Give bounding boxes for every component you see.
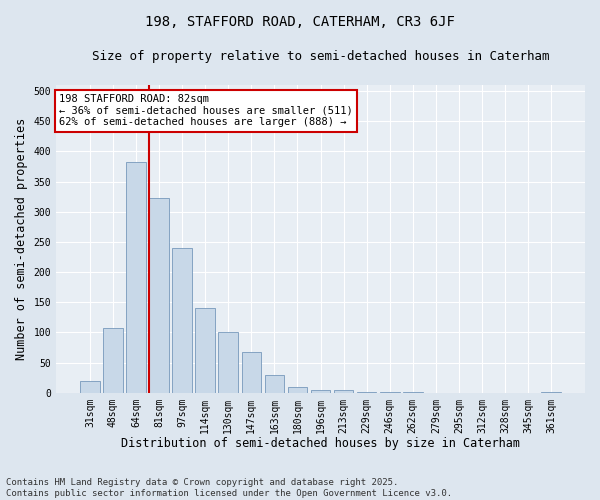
Text: 198, STAFFORD ROAD, CATERHAM, CR3 6JF: 198, STAFFORD ROAD, CATERHAM, CR3 6JF (145, 15, 455, 29)
Bar (172, 248, 192, 392)
Bar (242, 352, 261, 393)
Text: Contains HM Land Registry data © Crown copyright and database right 2025.
Contai: Contains HM Land Registry data © Crown c… (6, 478, 452, 498)
Y-axis label: Number of semi-detached properties: Number of semi-detached properties (15, 118, 28, 360)
Bar (334, 390, 353, 392)
Bar (149, 198, 169, 392)
Bar (265, 374, 284, 392)
Title: Size of property relative to semi-detached houses in Caterham: Size of property relative to semi-detach… (92, 50, 549, 63)
Bar (126, 162, 146, 392)
Bar (287, 388, 307, 392)
Bar (80, 380, 100, 392)
Bar (311, 390, 331, 392)
Bar (103, 328, 123, 392)
Text: 198 STAFFORD ROAD: 82sqm
← 36% of semi-detached houses are smaller (511)
62% of : 198 STAFFORD ROAD: 82sqm ← 36% of semi-d… (59, 94, 352, 128)
X-axis label: Distribution of semi-detached houses by size in Caterham: Distribution of semi-detached houses by … (121, 437, 520, 450)
Bar (196, 308, 215, 392)
Bar (218, 332, 238, 392)
